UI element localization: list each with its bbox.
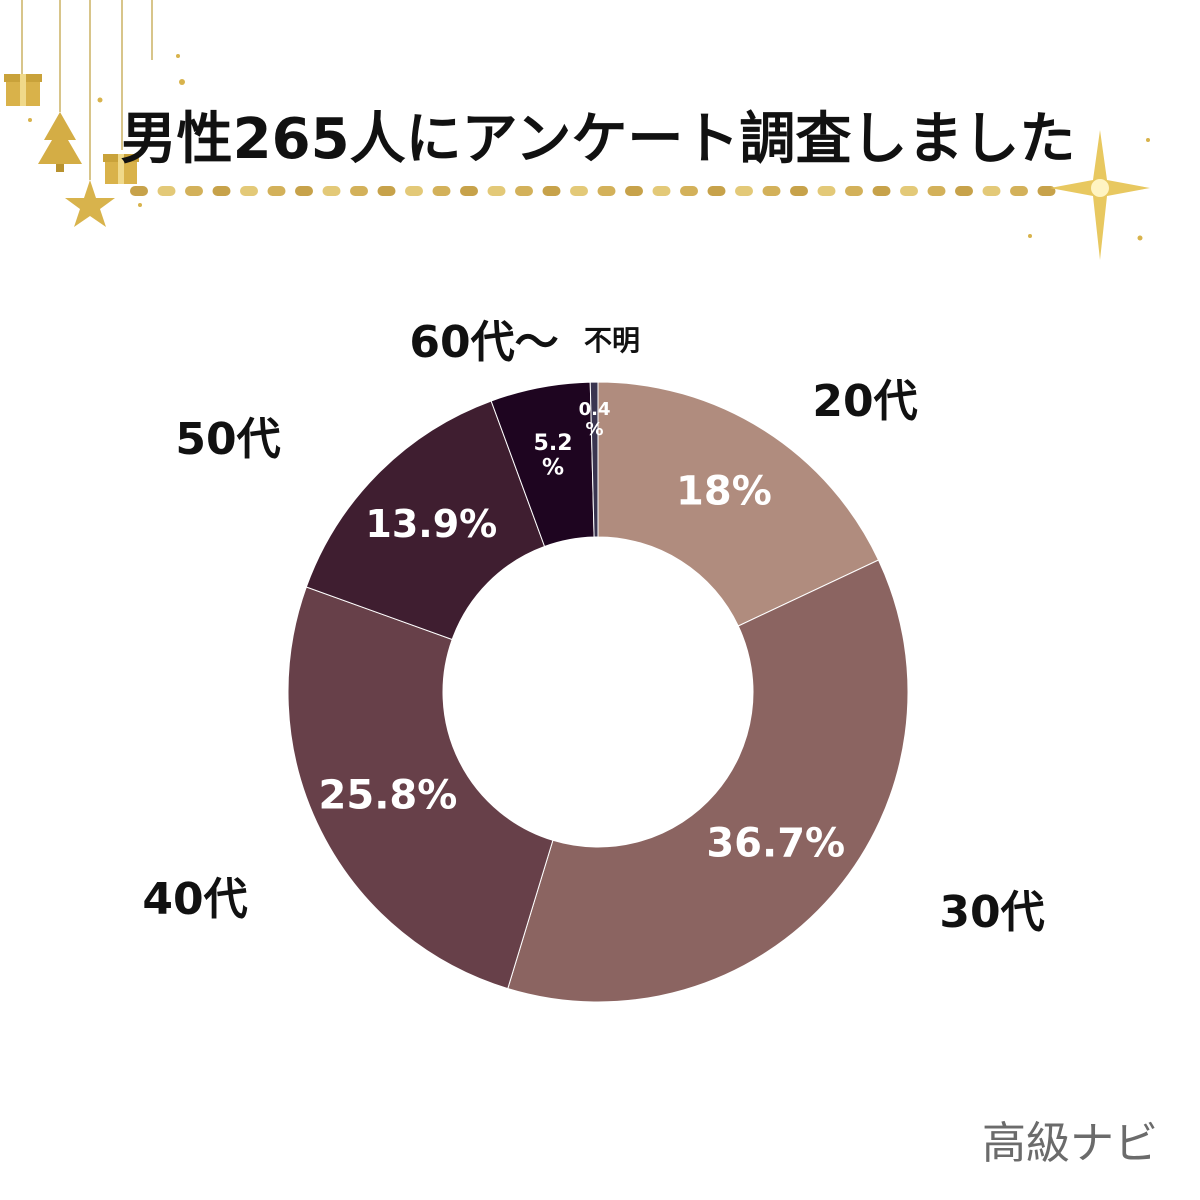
donut-slice-1	[597, 381, 880, 627]
dot	[817, 186, 836, 196]
dot	[845, 186, 863, 196]
decorations	[4, 0, 1150, 260]
dot	[377, 186, 396, 196]
hanging-strings	[21, 0, 153, 180]
dot	[432, 186, 451, 196]
gift-icon	[103, 154, 139, 184]
category-label: 60代〜	[409, 317, 558, 368]
watermark: 高級ナビ	[982, 1118, 1158, 1169]
category-label: 30代	[939, 887, 1044, 938]
dot	[707, 186, 726, 196]
dot	[130, 186, 148, 196]
dot	[405, 186, 423, 196]
dot	[515, 186, 533, 196]
dot	[157, 186, 176, 196]
percentage-labels: 18% 36.7% 25.8% 13.9% 5.2 %0.4%	[319, 399, 846, 867]
pct-label: 36.7%	[706, 821, 845, 867]
dot	[542, 186, 561, 196]
dot	[1037, 186, 1056, 196]
dot	[680, 186, 698, 196]
dot	[185, 186, 203, 196]
donut-slice-6	[589, 381, 599, 538]
category-labels: 20代 30代 40代 50代 60代〜 不明	[142, 317, 1044, 938]
pct-label: 25.8%	[319, 772, 458, 818]
dot	[597, 186, 616, 196]
dotted-line	[130, 186, 1056, 196]
category-label: 40代	[142, 874, 247, 925]
dot	[872, 186, 891, 196]
sparkle-icon	[1050, 130, 1150, 260]
pct-label: 13.9%	[365, 502, 497, 546]
dot	[240, 186, 258, 196]
dot	[212, 186, 231, 196]
gift-icon	[4, 74, 42, 106]
pct-label: 5.2%	[534, 431, 573, 480]
category-label: 20代	[812, 376, 917, 427]
dot	[350, 186, 368, 196]
category-label: 不明	[584, 324, 640, 357]
dot	[460, 186, 478, 196]
dot	[790, 186, 808, 196]
dot	[982, 186, 1001, 196]
donut-chart: 18% 36.7% 25.8% 13.9% 5.2 %0.4% 20代 30代 40代 50代 6…	[142, 317, 1045, 1003]
dot	[762, 186, 781, 196]
star-icon	[65, 180, 115, 227]
dot	[900, 186, 918, 196]
dot	[735, 186, 753, 196]
tree-icon	[38, 112, 82, 172]
donut-slices	[287, 381, 909, 1003]
dot	[295, 186, 313, 196]
pct-label: 18%	[676, 469, 772, 515]
donut-slice-3	[287, 586, 554, 990]
donut-slice-2	[507, 559, 909, 1003]
dot	[955, 186, 973, 196]
donut-slice-4	[305, 400, 546, 641]
small-stars	[28, 54, 1150, 241]
dot	[625, 186, 643, 196]
dot	[652, 186, 671, 196]
dot	[267, 186, 286, 196]
dot	[1010, 186, 1028, 196]
dot	[322, 186, 341, 196]
dot	[487, 186, 506, 196]
category-label: 50代	[175, 414, 280, 465]
pct-label: 0.4%	[579, 399, 611, 440]
page-title: 男性265人にアンケート調査しました	[121, 107, 1076, 172]
dot	[570, 186, 588, 196]
dot	[927, 186, 946, 196]
